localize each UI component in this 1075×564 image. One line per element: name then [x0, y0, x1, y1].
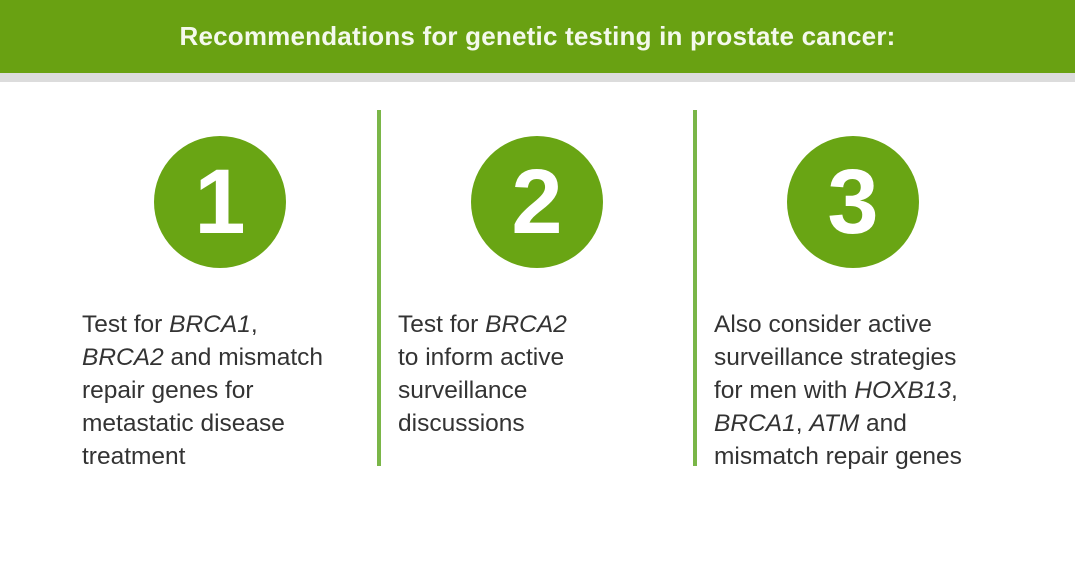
text-segment: repair genes for: [82, 377, 254, 404]
step-3-circle: 3: [787, 136, 919, 268]
page-title: Recommendations for genetic testing in p…: [179, 21, 896, 51]
text-segment: mismatch repair genes: [714, 443, 962, 470]
step-number: 1: [194, 150, 246, 253]
step-2-text: Test for BRCA2 to inform active surveillan…: [398, 308, 567, 440]
column-divider: [377, 110, 381, 466]
text-segment: surveillance strategies: [714, 344, 957, 371]
gene-name: BRCA2: [485, 311, 567, 338]
text-line: BRCA2 and mismatch: [82, 341, 323, 374]
text-line: Test for BRCA2: [398, 308, 567, 341]
column-divider: [693, 110, 697, 466]
text-segment: discussions: [398, 410, 525, 437]
text-line: BRCA1, ATM and: [714, 407, 962, 440]
gene-name: ATM: [809, 410, 860, 437]
text-line: repair genes for: [82, 374, 323, 407]
text-segment: and: [859, 410, 907, 437]
text-line: surveillance: [398, 374, 567, 407]
step-3-text: Also consider active surveillance strateg…: [714, 308, 962, 473]
text-segment: treatment: [82, 443, 186, 470]
header-banner: Recommendations for genetic testing in p…: [0, 0, 1075, 73]
text-segment: ,: [950, 377, 958, 404]
text-line: for men with HOXB13,: [714, 374, 962, 407]
step-number: 3: [827, 150, 879, 253]
step-number: 2: [511, 150, 563, 253]
text-segment: to inform active: [398, 344, 565, 371]
text-segment: for men with: [714, 377, 855, 404]
text-line: to inform active: [398, 341, 567, 374]
text-segment: and mismatch: [163, 344, 324, 371]
text-line: surveillance strategies: [714, 341, 962, 374]
header-shadow-strip: [0, 73, 1075, 82]
text-line: discussions: [398, 407, 567, 440]
text-line: metastatic disease: [82, 407, 323, 440]
text-segment: ,: [250, 311, 258, 338]
step-1-circle: 1: [154, 136, 286, 268]
text-segment: Test for: [398, 311, 486, 338]
gene-name: BRCA2: [82, 344, 164, 371]
text-segment: surveillance: [398, 377, 528, 404]
step-1-text: Test for BRCA1, BRCA2 and mismatch repair …: [82, 308, 323, 473]
text-segment: ,: [795, 410, 810, 437]
text-line: mismatch repair genes: [714, 440, 962, 473]
step-2-circle: 2: [471, 136, 603, 268]
text-line: treatment: [82, 440, 323, 473]
text-line: Test for BRCA1,: [82, 308, 323, 341]
text-segment: Test for: [82, 311, 170, 338]
text-segment: metastatic disease: [82, 410, 285, 437]
gene-name: HOXB13: [854, 377, 951, 404]
text-line: Also consider active: [714, 308, 962, 341]
gene-name: BRCA1: [169, 311, 251, 338]
gene-name: BRCA1: [714, 410, 796, 437]
text-segment: Also consider active: [714, 311, 932, 338]
